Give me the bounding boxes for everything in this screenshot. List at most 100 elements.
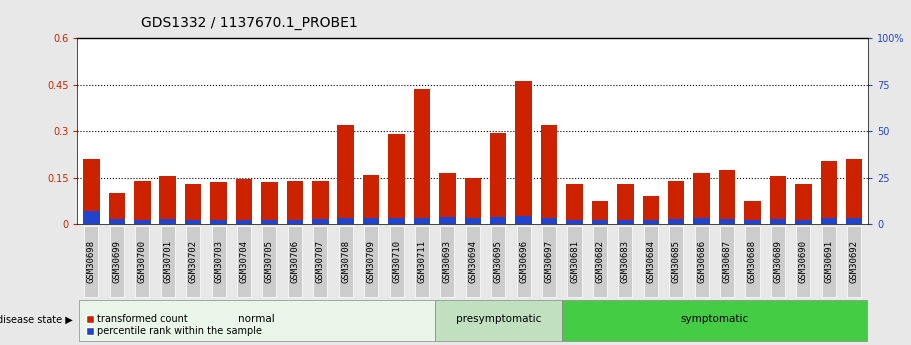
Text: GSM30683: GSM30683 <box>621 240 630 283</box>
Bar <box>211 226 226 297</box>
Bar <box>568 226 581 297</box>
Text: GSM30681: GSM30681 <box>570 240 579 283</box>
Bar <box>440 226 455 297</box>
Bar <box>642 220 659 224</box>
Bar <box>78 300 435 341</box>
Text: GSM30704: GSM30704 <box>240 240 249 283</box>
Bar <box>261 183 278 224</box>
Bar <box>108 219 125 224</box>
Text: GSM30689: GSM30689 <box>773 240 783 283</box>
Bar <box>313 226 327 297</box>
Bar <box>562 300 867 341</box>
Bar <box>83 159 99 224</box>
Bar <box>186 226 200 297</box>
Bar <box>744 220 761 224</box>
Bar <box>159 219 176 224</box>
Bar <box>591 201 609 224</box>
Bar <box>390 226 404 297</box>
Legend: transformed count, percentile rank within the sample: transformed count, percentile rank withi… <box>82 310 266 340</box>
Bar <box>85 226 98 297</box>
Bar <box>287 220 303 224</box>
Text: GSM30691: GSM30691 <box>824 240 834 283</box>
Bar <box>745 226 760 297</box>
Bar <box>720 226 734 297</box>
Text: GSM30706: GSM30706 <box>291 240 300 283</box>
Text: GSM30688: GSM30688 <box>748 240 757 283</box>
Text: GSM30701: GSM30701 <box>163 240 172 283</box>
Bar <box>439 173 456 224</box>
Text: GSM30700: GSM30700 <box>138 240 147 283</box>
Text: GSM30686: GSM30686 <box>697 240 706 283</box>
Bar <box>593 226 607 297</box>
Text: GSM30692: GSM30692 <box>850 240 859 283</box>
Bar <box>261 220 278 224</box>
Bar <box>795 220 812 224</box>
Bar <box>435 300 562 341</box>
Text: GSM30702: GSM30702 <box>189 240 198 283</box>
Bar <box>795 184 812 224</box>
Bar <box>210 183 227 224</box>
Bar <box>262 226 276 297</box>
Bar <box>668 219 684 224</box>
Bar <box>796 226 811 297</box>
Text: GSM30710: GSM30710 <box>392 240 401 283</box>
Bar <box>110 226 124 297</box>
Bar <box>541 218 558 224</box>
Bar <box>364 226 378 297</box>
Bar <box>159 176 176 224</box>
Bar <box>388 134 404 224</box>
Bar <box>465 178 481 224</box>
Bar <box>134 181 150 224</box>
Bar <box>490 217 507 224</box>
Bar <box>337 218 354 224</box>
Text: GSM30685: GSM30685 <box>671 240 681 283</box>
Bar <box>363 175 379 224</box>
Bar <box>363 218 379 224</box>
Bar <box>846 218 863 224</box>
Bar <box>160 226 175 297</box>
Bar <box>617 220 634 224</box>
Bar <box>846 159 863 224</box>
Text: GSM30690: GSM30690 <box>799 240 808 283</box>
Text: GSM30697: GSM30697 <box>545 240 554 283</box>
Bar <box>465 218 481 224</box>
Bar <box>312 181 329 224</box>
Bar <box>490 133 507 224</box>
Bar <box>185 184 201 224</box>
Bar <box>567 220 583 224</box>
Text: GSM30709: GSM30709 <box>366 240 375 283</box>
Bar <box>236 179 252 224</box>
Bar <box>516 81 532 224</box>
Text: normal: normal <box>239 314 275 324</box>
Bar <box>287 181 303 224</box>
Bar <box>210 220 227 224</box>
Bar <box>591 220 609 224</box>
Bar <box>388 218 404 224</box>
Bar <box>135 226 149 297</box>
Bar <box>719 170 735 224</box>
Bar <box>744 201 761 224</box>
Text: symptomatic: symptomatic <box>681 314 749 324</box>
Bar <box>619 226 632 297</box>
Text: GSM30705: GSM30705 <box>265 240 274 283</box>
Bar <box>542 226 556 297</box>
Bar <box>414 218 430 224</box>
Text: GSM30711: GSM30711 <box>417 240 426 283</box>
Text: GSM30695: GSM30695 <box>494 240 503 283</box>
Bar <box>288 226 302 297</box>
Text: GSM30698: GSM30698 <box>87 240 96 283</box>
Bar <box>312 219 329 224</box>
Text: GSM30708: GSM30708 <box>342 240 350 283</box>
Bar <box>771 226 785 297</box>
Bar <box>237 226 251 297</box>
Bar <box>491 226 506 297</box>
Bar <box>821 161 837 224</box>
Text: GSM30693: GSM30693 <box>443 240 452 283</box>
Bar <box>415 226 429 297</box>
Text: GSM30687: GSM30687 <box>722 240 732 283</box>
Bar <box>693 173 710 224</box>
Text: GSM30703: GSM30703 <box>214 240 223 283</box>
Text: disease state ▶: disease state ▶ <box>0 315 73 325</box>
Bar <box>337 125 354 224</box>
Bar <box>821 218 837 224</box>
